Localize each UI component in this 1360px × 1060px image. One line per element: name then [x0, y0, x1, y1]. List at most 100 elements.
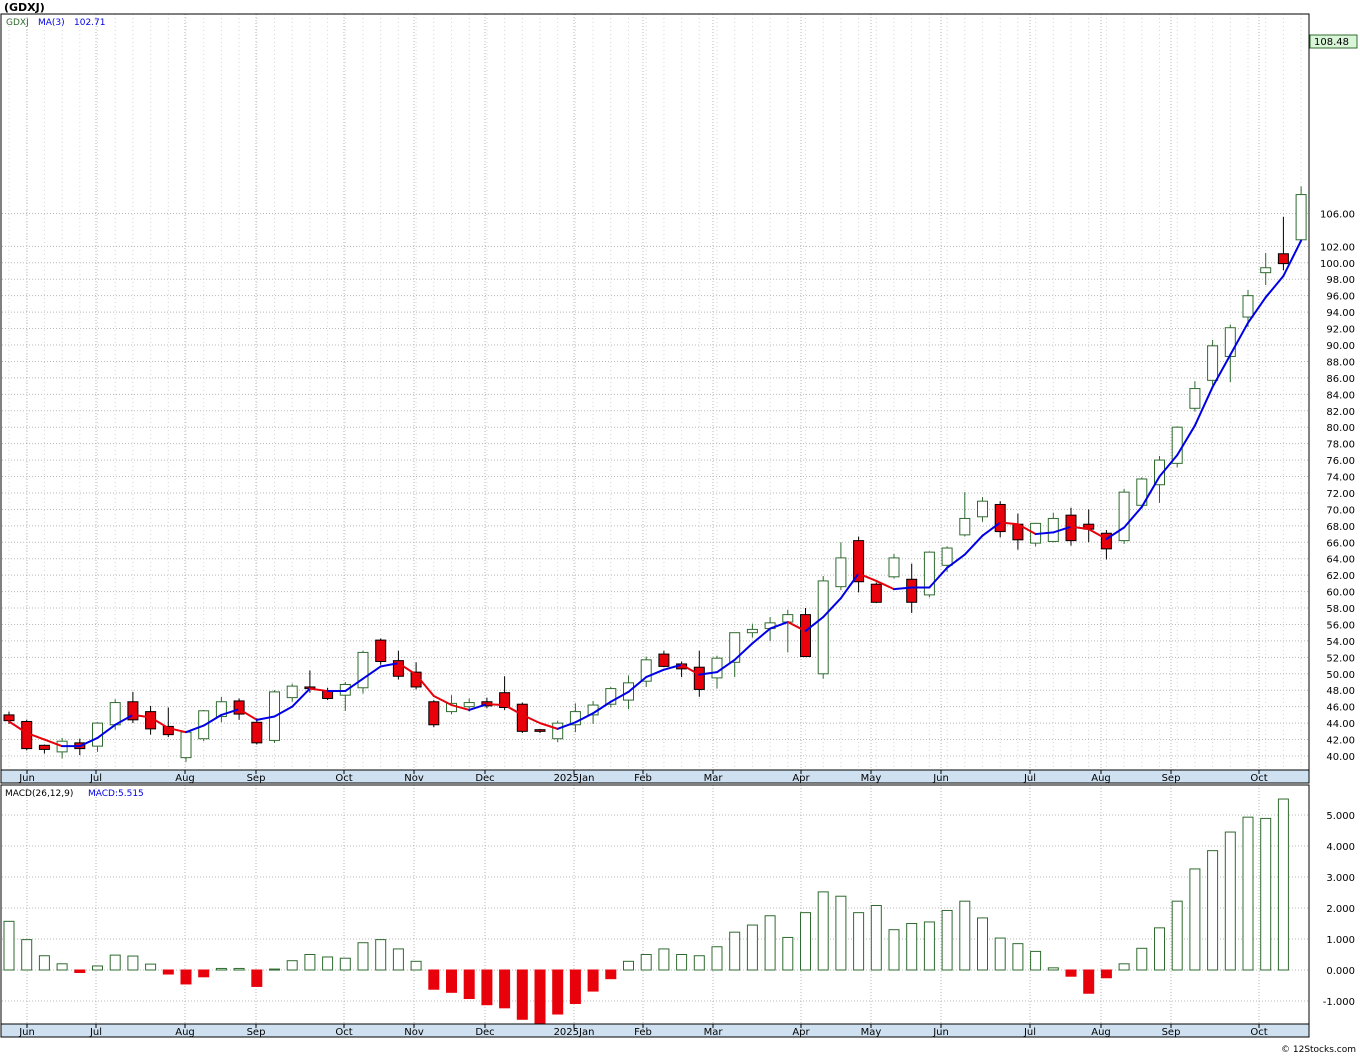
- ma-segment: [893, 586, 913, 591]
- candle-body: [162, 725, 174, 736]
- macd-bar: [1171, 900, 1183, 971]
- candle-body: [693, 666, 705, 690]
- candle: [516, 702, 528, 733]
- candle-body: [1277, 253, 1289, 265]
- macd-bar: [269, 968, 280, 971]
- chart-title: (GDXJ): [4, 1, 45, 14]
- candle-body: [746, 628, 758, 634]
- macd-bar: [127, 955, 139, 971]
- candle-body: [3, 714, 15, 722]
- candle-body: [1100, 532, 1112, 550]
- ma-segment: [733, 642, 754, 661]
- candle-body: [941, 547, 953, 566]
- ma-segment: [25, 731, 46, 741]
- ma-segment: [503, 704, 524, 716]
- candle-body: [180, 731, 192, 759]
- ma-segment: [362, 665, 382, 680]
- candle-body: [729, 632, 741, 663]
- candle: [1207, 340, 1219, 386]
- x-tick-label: Mar: [704, 773, 724, 784]
- price-tick-label: 54.00: [1326, 637, 1355, 648]
- macd-bar: [1224, 831, 1236, 971]
- footer-credit: © 12Stocks.com: [1281, 1045, 1356, 1055]
- price-tick-label: 58.00: [1326, 604, 1355, 615]
- ma-segment: [963, 534, 984, 556]
- ma-segment: [255, 715, 276, 721]
- price-tick-label: 72.00: [1326, 489, 1355, 500]
- price-tick-label: 70.00: [1326, 505, 1355, 516]
- price-tick-label: 46.00: [1326, 703, 1355, 714]
- candle: [835, 542, 847, 590]
- candle-body: [375, 639, 387, 662]
- x-tick-label: Aug: [175, 773, 195, 784]
- price-tick-label: 68.00: [1326, 522, 1355, 533]
- macd-tick-label: 5.000: [1326, 811, 1355, 822]
- macd-bar: [923, 921, 935, 971]
- candle: [729, 632, 741, 678]
- candle-body: [516, 703, 528, 732]
- candle-body: [357, 651, 369, 689]
- x-tick-label: May: [861, 773, 882, 784]
- ma-segment: [379, 662, 400, 668]
- ma-segment: [928, 566, 949, 589]
- ma-segment: [167, 727, 187, 734]
- ma-segment: [1211, 353, 1232, 388]
- ma-segment: [78, 736, 99, 748]
- ma-line: [8, 239, 1303, 748]
- x-tick-label: Aug: [175, 1027, 195, 1038]
- x-tick-label: 2025Jan: [554, 773, 595, 784]
- macd-bar: [764, 915, 776, 971]
- macd-bar: [534, 969, 546, 1025]
- macd-bar: [21, 939, 33, 971]
- candle-body: [994, 503, 1006, 533]
- ma-segment: [662, 663, 683, 671]
- macd-grid: [2, 785, 1308, 1024]
- macd-bar: [215, 967, 227, 971]
- candle-body: [640, 659, 652, 682]
- macd-bar: [1154, 927, 1165, 971]
- ma-segment: [769, 621, 789, 630]
- macd-bar: [977, 917, 988, 971]
- ma-segment: [1016, 523, 1037, 536]
- ma-segment: [751, 627, 772, 645]
- candle-body: [711, 657, 723, 679]
- price-tick-label: 66.00: [1326, 538, 1355, 549]
- macd-bar: [109, 954, 121, 971]
- candle: [127, 691, 139, 724]
- candle: [853, 536, 865, 593]
- ma-segment: [1052, 525, 1072, 534]
- price-tick-label: 40.00: [1326, 752, 1355, 763]
- candle-body: [1118, 491, 1130, 542]
- ma-segment: [645, 668, 665, 679]
- macd-bar: [676, 954, 688, 971]
- ma-segment: [1247, 296, 1267, 324]
- price-tick-label: 100.00: [1320, 259, 1355, 270]
- last-price-tag-box: [1309, 34, 1358, 49]
- x-tick-label: Nov: [404, 773, 424, 784]
- macd-bar: [428, 969, 440, 990]
- macd-bar: [180, 969, 192, 985]
- x-tick-label: Nov: [404, 1027, 424, 1038]
- macd-bar: [463, 969, 475, 1000]
- candle: [800, 608, 811, 658]
- candle-body: [853, 540, 865, 583]
- macd-bar: [817, 891, 829, 971]
- candle: [1171, 426, 1183, 468]
- candle-body: [800, 614, 811, 658]
- price-x-axis: Jun Jul Aug Sep Oct Nov Dec 2025Jan Feb Mar Apr May…: [0, 769, 1310, 784]
- macd-bar: [959, 900, 971, 971]
- macd-bar: [516, 969, 528, 1020]
- candle-body: [870, 583, 882, 603]
- ma-segment: [1087, 528, 1108, 540]
- macd-bar: [410, 960, 422, 971]
- candle: [392, 650, 404, 680]
- candle: [1277, 216, 1289, 271]
- macd-bar: [1277, 798, 1289, 971]
- candle-body: [1207, 345, 1219, 381]
- candle: [658, 650, 670, 668]
- ma-segment: [273, 705, 294, 718]
- macd-bar: [1065, 969, 1077, 977]
- ma-segment: [415, 673, 435, 697]
- legend-symbol: GDXJ: [6, 18, 29, 28]
